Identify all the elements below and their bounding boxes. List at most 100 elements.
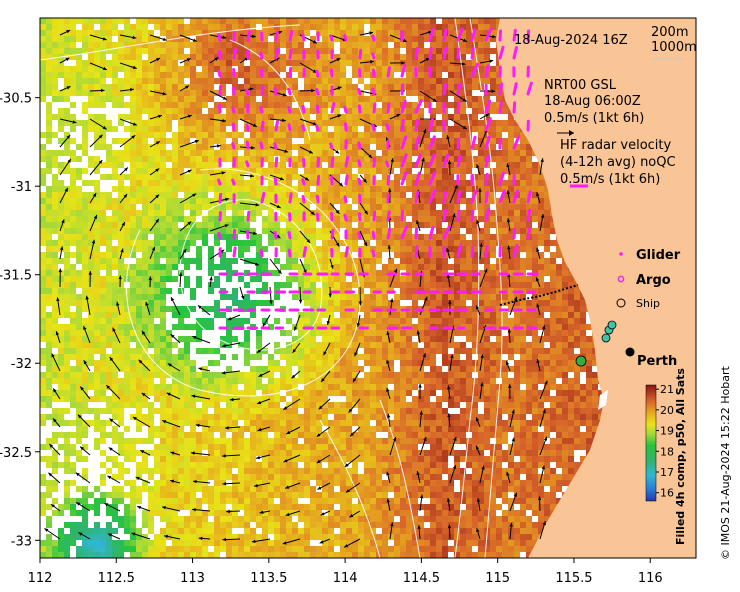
- sst-cell: [328, 306, 334, 312]
- sst-cell: [172, 102, 178, 108]
- sst-cell: [64, 108, 70, 114]
- sst-cell: [154, 204, 160, 210]
- sst-cell: [172, 534, 178, 540]
- sst-cell: [136, 486, 142, 492]
- sst-cell: [352, 144, 358, 150]
- sst-cell: [406, 294, 412, 300]
- sst-cell: [310, 342, 316, 348]
- sst-cell: [238, 546, 244, 552]
- sst-cell: [214, 174, 220, 180]
- sst-cell: [412, 342, 418, 348]
- sst-cell: [256, 168, 262, 174]
- sst-cell: [274, 402, 280, 408]
- sst-cell: [418, 132, 424, 138]
- sst-cell: [52, 264, 58, 270]
- sst-cell: [244, 156, 250, 162]
- sst-cell: [226, 72, 232, 78]
- sst-cell: [364, 312, 370, 318]
- sst-cell: [346, 372, 352, 378]
- sst-cell: [370, 498, 376, 504]
- sst-cell: [118, 312, 124, 318]
- sst-cell: [280, 114, 286, 120]
- sst-cell: [256, 156, 262, 162]
- sst-cell: [196, 408, 202, 414]
- sst-cell: [58, 444, 64, 450]
- sst-cell: [418, 318, 424, 324]
- sst-cell: [370, 390, 376, 396]
- sst-cell: [52, 360, 58, 366]
- sst-cell: [310, 468, 316, 474]
- sst-cell: [250, 300, 256, 306]
- sst-cell: [340, 168, 346, 174]
- sst-cell: [400, 462, 406, 468]
- sst-cell: [310, 42, 316, 48]
- sst-cell: [370, 318, 376, 324]
- sst-cell: [112, 402, 118, 408]
- sst-cell: [220, 156, 226, 162]
- sst-cell: [196, 30, 202, 36]
- sst-cell: [136, 534, 142, 540]
- sst-cell: [172, 84, 178, 90]
- sst-cell: [322, 234, 328, 240]
- sst-cell: [400, 132, 406, 138]
- sst-cell: [88, 288, 94, 294]
- sst-cell: [412, 456, 418, 462]
- sst-cell: [304, 480, 310, 486]
- sst-cell: [352, 18, 358, 24]
- sst-cell: [136, 186, 142, 192]
- sst-cell: [46, 90, 52, 96]
- sst-cell: [310, 516, 316, 522]
- sst-cell: [46, 48, 52, 54]
- sst-cell: [40, 24, 46, 30]
- sst-cell: [46, 24, 52, 30]
- sst-cell: [46, 396, 52, 402]
- sst-cell: [214, 546, 220, 552]
- sst-cell: [172, 246, 178, 252]
- sst-cell: [82, 534, 88, 540]
- sst-cell: [394, 108, 400, 114]
- sst-cell: [376, 108, 382, 114]
- sst-cell: [280, 210, 286, 216]
- sst-cell: [352, 384, 358, 390]
- sst-cell: [106, 528, 112, 534]
- sst-cell: [370, 360, 376, 366]
- sst-cell: [148, 174, 154, 180]
- sst-cell: [142, 384, 148, 390]
- sst-cell: [100, 138, 106, 144]
- sst-cell: [154, 66, 160, 72]
- sst-cell: [340, 264, 346, 270]
- sst-cell: [190, 504, 196, 510]
- sst-cell: [244, 114, 250, 120]
- sst-cell: [76, 246, 82, 252]
- sst-cell: [232, 84, 238, 90]
- sst-cell: [280, 348, 286, 354]
- sst-cell: [112, 540, 118, 546]
- sst-cell: [58, 390, 64, 396]
- sst-cell: [238, 276, 244, 282]
- sst-cell: [58, 396, 64, 402]
- sst-cell: [196, 504, 202, 510]
- sst-cell: [286, 180, 292, 186]
- sst-cell: [160, 210, 166, 216]
- sst-cell: [376, 66, 382, 72]
- sst-cell: [376, 348, 382, 354]
- sst-cell: [142, 396, 148, 402]
- sst-cell: [310, 408, 316, 414]
- sst-cell: [184, 474, 190, 480]
- sst-cell: [184, 444, 190, 450]
- sst-cell: [274, 552, 280, 558]
- sst-cell: [40, 252, 46, 258]
- sst-cell: [166, 306, 172, 312]
- sst-cell: [358, 210, 364, 216]
- sst-cell: [292, 234, 298, 240]
- sst-cell: [208, 462, 214, 468]
- sst-cell: [202, 132, 208, 138]
- sst-cell: [184, 180, 190, 186]
- sst-cell: [298, 24, 304, 30]
- sst-cell: [160, 180, 166, 186]
- sst-cell: [316, 246, 322, 252]
- sst-cell: [262, 426, 268, 432]
- sst-cell: [148, 546, 154, 552]
- sst-cell: [310, 372, 316, 378]
- sst-cell: [280, 24, 286, 30]
